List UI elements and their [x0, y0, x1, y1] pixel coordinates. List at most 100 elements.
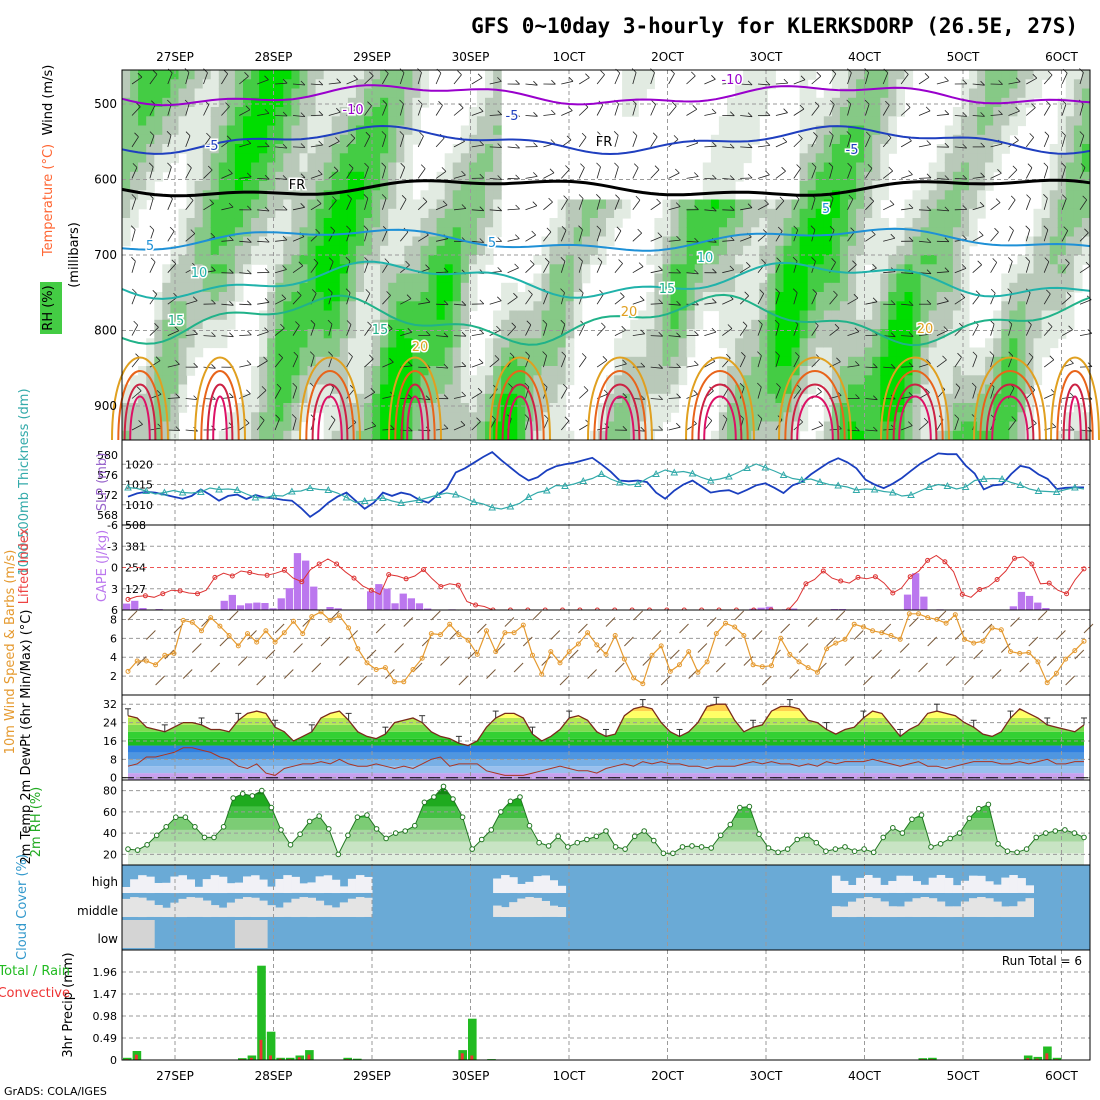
wind-barb-flag — [264, 109, 270, 114]
rh-cell — [864, 356, 873, 367]
axis-title-pressure: (millibars) — [67, 222, 82, 288]
rh-cell — [960, 190, 970, 201]
rh-cell — [299, 273, 309, 284]
rh-cell — [372, 245, 381, 256]
rh-cell — [751, 70, 760, 80]
wind-barb-flag — [955, 383, 961, 388]
rh-cell — [557, 245, 567, 256]
rh-cell — [880, 366, 889, 376]
wind-barb-flag — [318, 110, 324, 116]
rh-cell — [1001, 310, 1010, 321]
wind-barb-flag — [954, 414, 959, 419]
wind-barb-flag — [944, 175, 950, 180]
rh-cell — [234, 171, 244, 182]
y-tick-pressure: 500 — [94, 97, 117, 111]
wind-barb — [185, 103, 190, 116]
rh-cell — [299, 97, 309, 108]
rh-cell — [872, 208, 881, 219]
rh-cell — [783, 375, 793, 386]
rh-cell — [1009, 412, 1018, 423]
wind-barb-flag — [443, 394, 449, 399]
rh-cell — [896, 70, 905, 80]
rh-cell — [702, 273, 712, 284]
rh-cell — [251, 107, 260, 117]
rh-cell — [799, 338, 809, 349]
rh-cell — [864, 412, 873, 423]
rh-cell — [920, 301, 930, 312]
rh-cell — [1025, 393, 1035, 404]
rh-cell — [162, 116, 171, 127]
wind-barb-flag — [131, 256, 136, 262]
wind-barb — [775, 141, 787, 148]
wind-barb — [972, 324, 979, 336]
rh-cell — [307, 107, 317, 117]
wind-barb — [793, 388, 802, 399]
rh-cell — [525, 366, 534, 376]
rh-cell — [799, 273, 809, 284]
rh-cell — [283, 384, 292, 395]
rh-cell — [364, 375, 373, 386]
rh-cell — [372, 144, 381, 154]
wind-barb — [275, 115, 288, 117]
rh-cell — [759, 329, 768, 339]
rh-cell — [138, 384, 147, 395]
rh-cell — [243, 171, 252, 182]
rh-cell — [977, 366, 986, 376]
rh-cell — [226, 282, 236, 293]
wind-barb — [578, 324, 585, 336]
rh-cell — [460, 181, 470, 191]
rh-cell — [1073, 236, 1083, 247]
wind-barb-flag — [1069, 392, 1075, 398]
rh-cell — [1049, 292, 1059, 302]
rh-cell — [331, 218, 341, 228]
rh-cell — [485, 107, 494, 117]
rh-cell — [388, 227, 397, 238]
rh-cell — [920, 412, 930, 423]
contour-label: -10 — [342, 103, 363, 118]
wind-barb — [1043, 166, 1049, 179]
rh-cell — [315, 125, 325, 136]
rh-cell — [388, 125, 397, 136]
rh-cell — [452, 338, 462, 349]
rh-cell — [380, 245, 389, 256]
rh-cell — [759, 356, 768, 367]
wind-barb-flag — [618, 259, 623, 264]
rh-cell — [743, 107, 752, 117]
rh-cell — [364, 384, 373, 395]
rh-cell — [856, 255, 865, 265]
rh-cell — [194, 116, 204, 127]
wind-barb-flag — [581, 132, 587, 138]
rh-cell — [339, 116, 349, 127]
rh-cell — [122, 70, 131, 80]
rh-cell — [662, 236, 672, 247]
side-label-temperature: Temperature (°C) — [41, 144, 56, 257]
rh-cell — [259, 218, 268, 228]
plot-background — [122, 440, 1090, 525]
wind-barb-flag — [676, 422, 681, 428]
wind-barb — [990, 114, 1003, 116]
rh-cell — [557, 282, 567, 293]
rh-cell — [928, 255, 938, 265]
rh-cell — [243, 153, 252, 164]
rh-cell — [864, 181, 873, 191]
rh-cell — [969, 208, 978, 219]
rh-cell — [380, 421, 389, 432]
wind-barb — [560, 355, 567, 368]
rh-cell — [735, 403, 744, 413]
rh-cell — [267, 338, 276, 349]
rh-cell — [1033, 218, 1043, 228]
rh-cell — [880, 190, 889, 201]
wind-barb — [650, 202, 661, 211]
rh-cell — [952, 393, 962, 404]
rh-cell — [283, 116, 292, 127]
rh-cell — [210, 329, 220, 339]
rh-cell — [799, 79, 809, 90]
rh-cell — [807, 384, 817, 395]
rh-cell — [783, 319, 793, 330]
rh-cell — [888, 70, 897, 80]
rh-cell — [1057, 218, 1067, 228]
wind-barb-flag — [229, 332, 234, 337]
rh-cell — [315, 171, 325, 182]
rh-cell — [364, 144, 373, 154]
rh-cell — [476, 366, 486, 376]
